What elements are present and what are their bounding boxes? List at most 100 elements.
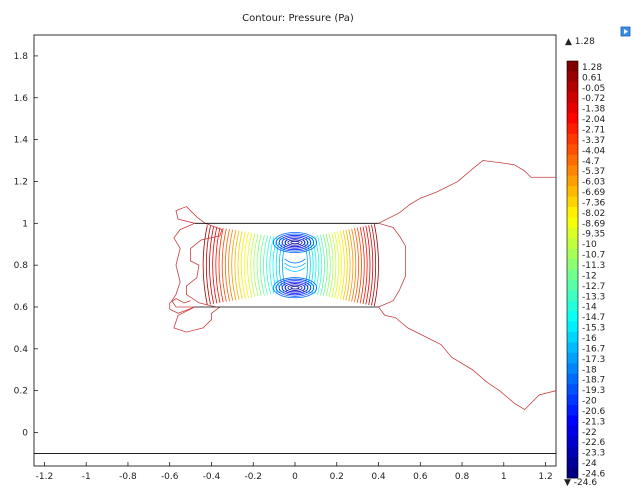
x-tick-label: -1.2 [36, 472, 54, 482]
colorbar-swatch [567, 227, 578, 239]
contour-line [202, 225, 208, 305]
contour-line [290, 240, 300, 245]
colorbar-swatch [567, 113, 578, 124]
x-tick-label: 0.6 [413, 472, 428, 482]
colorbar-level-label: -12.7 [582, 282, 605, 292]
colorbar-level-label: -1.38 [582, 105, 606, 115]
contour-line [322, 234, 328, 297]
colorbar-swatch [567, 457, 578, 468]
contour-line [244, 232, 249, 299]
contour-line [284, 258, 306, 264]
colorbar-level-label: -23.3 [582, 449, 605, 459]
contour-line [378, 306, 557, 411]
x-tick-label: -0.6 [161, 472, 179, 482]
x-tick-label: -1 [82, 472, 91, 482]
contour-line [356, 227, 362, 303]
colorbar-swatch [567, 352, 578, 364]
colorbar-level-label: -10 [582, 240, 597, 250]
contour-line [362, 226, 368, 304]
colorbar-level-label: -6.69 [582, 188, 606, 198]
contour-line [334, 232, 340, 299]
colorbar-swatch [567, 269, 578, 281]
contour-line [253, 233, 259, 297]
contour-line [331, 232, 337, 298]
contour-line [373, 224, 379, 307]
colorbar-swatch [567, 248, 578, 260]
colorbar-swatch [567, 217, 578, 229]
x-tick-label: 0.8 [455, 472, 470, 482]
contour-line [266, 235, 272, 295]
contour-line [287, 284, 303, 291]
colorbar-level-label: -3.37 [582, 136, 605, 146]
colorbar-swatch [567, 446, 578, 458]
colorbar-swatch [567, 154, 578, 166]
y-tick-label: 1.8 [14, 52, 29, 62]
contour-line [284, 262, 306, 268]
colorbar-swatch [567, 259, 578, 270]
y-tick-label: 0.8 [14, 261, 29, 271]
colorbar-swatch [567, 332, 578, 343]
colorbar-swatch [567, 394, 578, 406]
contour-lines [169, 160, 557, 411]
colorbar-legend: 1.280.61-0.05-0.72-1.38-2.04-2.71-3.37-4… [566, 60, 606, 480]
colorbar-swatch [567, 425, 578, 437]
x-tick-label: -0.2 [244, 472, 262, 482]
y-axis: 0 0.2 0.4 0.6 0.8 1 1.2 1.4 1.6 1.8 [14, 52, 38, 439]
contour-line [284, 283, 306, 293]
y-tick-label: 0 [22, 429, 28, 439]
contour-line [275, 233, 315, 252]
colorbar-level-label: -17.3 [582, 355, 605, 365]
colorbar-swatch [567, 342, 578, 354]
colorbar-swatch [567, 165, 578, 177]
contour-line [240, 231, 246, 299]
x-tick-label: 0.4 [371, 472, 386, 482]
y-tick-label: 1.6 [14, 94, 29, 104]
colorbar-swatch [567, 436, 578, 448]
x-tick-label: 0.2 [330, 472, 344, 482]
contour-line [263, 235, 268, 295]
colorbar-swatch [567, 102, 578, 114]
contour-line [325, 233, 331, 297]
contour-line [359, 226, 365, 304]
colorbar-level-label: -12 [582, 271, 597, 281]
contour-line [237, 231, 243, 300]
x-tick-label: -0.4 [203, 472, 221, 482]
contour-line [328, 233, 334, 298]
contour-line [171, 222, 195, 308]
contour-line [269, 236, 275, 294]
contour-line [272, 232, 318, 253]
colorbar-level-label: 0.61 [582, 73, 602, 83]
y-tick-label: 0.6 [14, 303, 29, 313]
export-icon[interactable] [620, 26, 631, 37]
contour-line [221, 228, 227, 302]
contour-line [351, 228, 357, 302]
colorbar-swatch [567, 71, 578, 83]
colorbar-min-label: ▼ -24.6 [564, 478, 597, 488]
colorbar-frame [566, 60, 579, 479]
contour-line [305, 237, 311, 293]
colorbar-level-label: -19.3 [582, 386, 605, 396]
colorbar-level-label: -8.69 [582, 219, 606, 229]
contour-line [247, 232, 253, 298]
colorbar-level-label: -7.36 [582, 198, 606, 208]
contour-line [205, 225, 211, 305]
colorbar-swatch [567, 373, 578, 385]
contour-line [234, 230, 240, 300]
contour-line [250, 233, 256, 298]
colorbar-level-label: -20.6 [582, 407, 606, 417]
y-tick-label: 1.2 [14, 177, 28, 187]
colorbar-level-label: -14.7 [582, 313, 605, 323]
contour-line [212, 226, 218, 304]
y-tick-label: 1 [22, 219, 28, 229]
colorbar-swatch [567, 133, 578, 145]
contour-line [348, 229, 354, 302]
colorbar-level-label: -14 [582, 303, 597, 313]
contour-line [278, 280, 312, 296]
colorbar-swatch [567, 467, 578, 479]
contour-line [287, 239, 303, 246]
contour-line [365, 225, 371, 305]
contour-line [345, 229, 351, 301]
contour-line [354, 228, 359, 303]
contour-line [228, 229, 234, 301]
colorbar-level-label: -22 [582, 428, 597, 438]
